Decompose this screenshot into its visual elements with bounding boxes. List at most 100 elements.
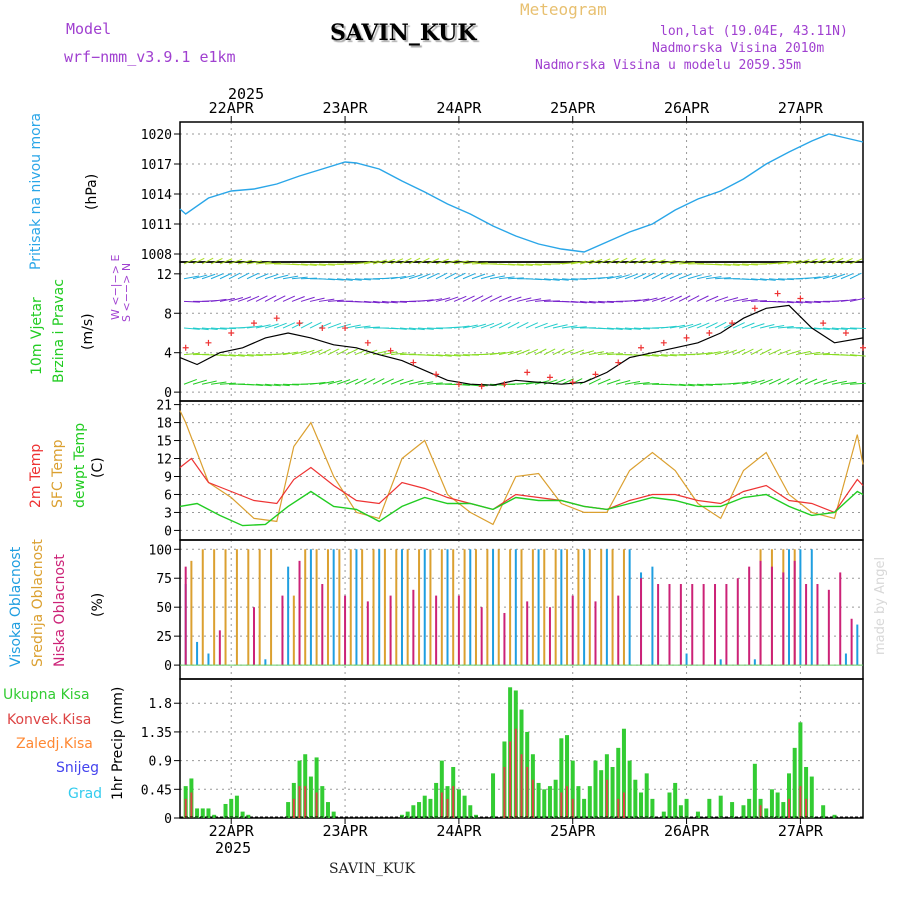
gust-marker <box>660 339 667 346</box>
cloud-bar <box>628 549 631 666</box>
cloud-bar <box>480 607 483 666</box>
wind-arrow <box>750 300 767 302</box>
cloud-bar <box>605 549 608 666</box>
wind-arrow <box>363 260 379 265</box>
precip-total-bar <box>411 805 416 818</box>
wind-arrow <box>732 322 745 329</box>
wind-arrow <box>192 327 209 331</box>
wind-arrow <box>480 295 493 302</box>
wind-arrow <box>381 351 398 356</box>
wind-arrow <box>687 383 704 387</box>
cloud-bar <box>235 549 238 666</box>
wind-arrow <box>822 257 835 265</box>
precip-total-bar <box>752 763 757 818</box>
y-tick-label: 25 <box>156 630 172 645</box>
gust-marker <box>319 325 326 332</box>
wind-arrow <box>759 348 772 356</box>
cloud-bar <box>753 659 756 666</box>
cloud-bar <box>526 601 529 666</box>
wind-arrow <box>399 274 415 280</box>
cloud-bar <box>469 549 472 666</box>
wind-arrow <box>255 261 272 265</box>
wind-arrow <box>723 297 739 302</box>
wind-arrow <box>273 383 290 387</box>
wind-arrow <box>444 259 459 265</box>
precip-conv-bar <box>520 754 523 818</box>
precip-total-bar <box>565 735 570 818</box>
panel-frame-temperature <box>179 400 864 541</box>
wind-arrow <box>606 275 622 280</box>
wind-arrow <box>678 262 695 265</box>
y-tick-label: 75 <box>156 572 172 587</box>
cloud-bar <box>366 601 369 666</box>
wind-arrow <box>246 272 259 280</box>
precip-total-bar <box>747 798 752 818</box>
wind-arrow <box>741 278 758 281</box>
wind-arrow <box>309 321 322 329</box>
wind-arrow <box>264 383 281 387</box>
wind-arrow <box>390 352 407 356</box>
cloud-bar <box>770 566 773 666</box>
wind-arrow <box>570 349 585 356</box>
wind-arrow <box>390 300 407 303</box>
wind-arrow <box>588 300 605 304</box>
wind-arrow <box>597 327 614 330</box>
wind-arrow <box>255 383 272 387</box>
wind-arrow <box>291 276 308 280</box>
wind-arrow <box>201 327 218 331</box>
precip-total-bar <box>804 766 809 818</box>
y-tick-label: 1011 <box>141 218 172 233</box>
wind-arrow <box>282 383 299 386</box>
precip-total-bar <box>633 779 638 818</box>
y-tick-label: 0.45 <box>141 783 172 798</box>
precip-total-bar <box>718 795 723 818</box>
wind-arrow <box>354 325 371 329</box>
wind-arrow <box>219 258 233 265</box>
wind-arrow <box>525 348 539 356</box>
wind-arrow <box>462 383 479 387</box>
wind-arrow <box>615 257 628 265</box>
wind-arrow <box>327 278 344 281</box>
wind-arrow <box>327 379 343 385</box>
cloud-bar <box>224 549 227 666</box>
wind-arrow <box>318 348 331 356</box>
wind-arrow <box>516 382 533 385</box>
gust-marker <box>342 325 349 332</box>
wind-arrow <box>498 263 515 266</box>
wind-arrow <box>309 381 326 385</box>
cloud-bar <box>668 584 671 666</box>
cloud-bar <box>349 549 352 666</box>
wind-arrow <box>570 260 587 265</box>
wind-arrow <box>777 349 791 356</box>
wind-arrow <box>345 278 362 281</box>
wind-arrow <box>642 354 659 357</box>
precip-total-bar <box>325 802 330 818</box>
wind-arrow <box>435 272 448 280</box>
cloud-bar <box>252 607 255 666</box>
precip-total-bar <box>240 811 245 818</box>
wind-arrow <box>741 263 758 266</box>
cloud-bar <box>566 549 569 666</box>
y-tick-label: 1008 <box>141 248 172 263</box>
date-label-top: 27APR <box>778 99 824 117</box>
wind-arrow <box>786 326 803 329</box>
wind-arrow <box>408 273 423 280</box>
wind-arrow <box>183 300 200 303</box>
precip-conv-bar <box>315 792 318 818</box>
wind-arrow <box>192 257 205 265</box>
wind-arrow <box>516 263 533 267</box>
wind-arrow <box>327 348 340 356</box>
cloud-bar <box>247 549 250 666</box>
wind-arrow <box>849 272 862 280</box>
precip-total-bar <box>434 782 439 818</box>
precip-conv-bar <box>566 786 569 818</box>
pressure-line <box>179 133 864 253</box>
wind-arrow <box>561 378 574 385</box>
cloud-bar <box>714 584 717 666</box>
wind-arrow <box>813 258 826 265</box>
y-tick-label: 1020 <box>141 128 172 143</box>
wind-arrow <box>291 263 308 266</box>
wind-arrow <box>291 296 305 302</box>
precip-total-bar <box>223 803 228 818</box>
wind-arrow <box>300 296 315 302</box>
